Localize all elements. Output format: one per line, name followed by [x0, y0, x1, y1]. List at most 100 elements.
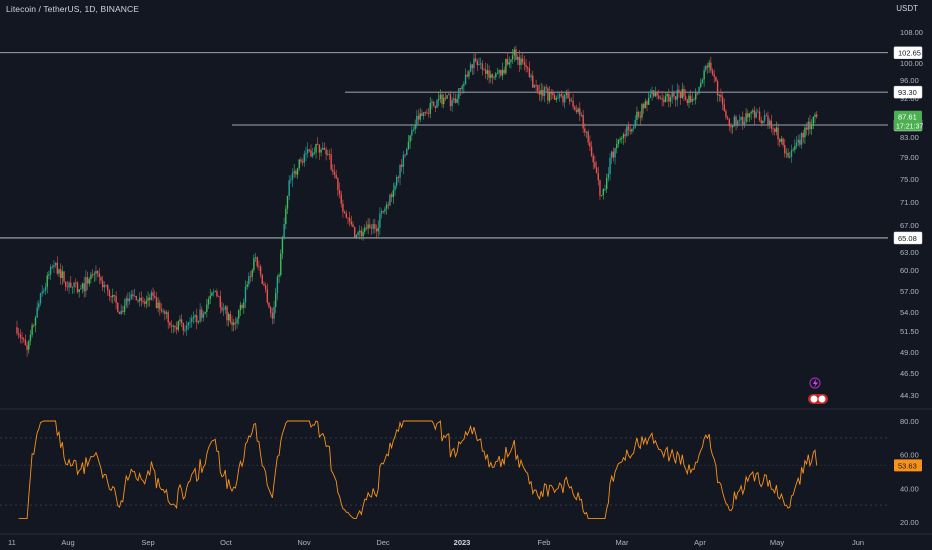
rsi-axis-label: 80.00	[900, 417, 919, 426]
candle-body	[644, 101, 647, 109]
candle-body	[495, 73, 497, 78]
candle-body	[179, 319, 181, 322]
candle-body	[343, 211, 346, 214]
candle-body	[570, 100, 573, 102]
candle-body	[16, 327, 18, 334]
candle-body	[110, 296, 112, 298]
candle-body	[621, 138, 623, 139]
candle-body	[78, 289, 80, 293]
candle-body	[666, 94, 668, 97]
candle-body	[688, 95, 690, 103]
candle-body	[54, 262, 57, 266]
candle-body	[490, 74, 492, 78]
candle-body	[718, 94, 720, 96]
candle-body	[753, 110, 756, 118]
rsi-current-bg	[894, 459, 922, 472]
candle-body	[804, 127, 806, 138]
time-axis-label: Dec	[376, 538, 390, 547]
candle-body	[592, 155, 594, 163]
candle-body	[323, 147, 326, 150]
candle-body	[123, 305, 126, 312]
candle-body	[486, 70, 489, 74]
candle-body	[266, 289, 269, 303]
candle-body	[441, 94, 443, 105]
candle-body	[752, 110, 754, 112]
candle-body	[192, 317, 195, 319]
candle-body	[634, 120, 636, 128]
candle-body	[71, 286, 74, 288]
candle-body	[449, 94, 452, 107]
candle-body	[782, 138, 784, 146]
price-axis-label: 96.00	[900, 76, 919, 85]
candle-body	[706, 65, 709, 68]
rsi-current-label: 53.63	[898, 461, 917, 470]
candle-body	[306, 149, 309, 154]
candle-body	[345, 213, 347, 218]
candle-body	[207, 299, 210, 305]
candle-body	[427, 113, 430, 115]
candle-body	[167, 312, 169, 323]
candle-body	[229, 313, 232, 322]
candle-body	[805, 127, 808, 130]
candle-body	[221, 307, 223, 311]
candle-body	[574, 106, 576, 110]
candle-body	[142, 300, 144, 302]
candle-body	[642, 104, 645, 109]
candle-body	[332, 169, 334, 172]
candle-body	[402, 154, 405, 167]
candle-body	[170, 325, 173, 327]
candle-body	[362, 231, 364, 237]
price-axis-label: 83.00	[900, 133, 919, 142]
candle-body	[471, 64, 473, 69]
candle-body	[626, 126, 628, 136]
candle-body	[726, 117, 729, 120]
candle-body	[414, 124, 416, 130]
lightning-glyph-icon	[813, 379, 818, 388]
candle-body	[537, 85, 539, 92]
candle-body	[34, 317, 37, 326]
candle-body	[765, 115, 767, 117]
price-axis-label: 79.00	[900, 153, 919, 162]
candle-body	[481, 63, 484, 70]
candle-body	[443, 97, 445, 105]
candle-body	[676, 89, 678, 100]
candle-body	[459, 88, 462, 90]
candle-body	[523, 62, 526, 65]
candle-body	[560, 94, 563, 96]
candle-body	[595, 167, 598, 174]
candle-body	[70, 282, 72, 288]
candle-body	[280, 253, 282, 275]
candle-body	[520, 58, 522, 66]
candle-body	[456, 99, 458, 103]
candle-body	[563, 94, 566, 103]
candle-body	[773, 128, 776, 132]
candle-body	[607, 173, 610, 178]
candle-body	[458, 88, 460, 100]
candle-body	[308, 149, 311, 151]
time-axis-label: Jun	[852, 538, 864, 547]
candle-body	[311, 152, 314, 157]
candle-body	[735, 116, 737, 126]
candle-body	[202, 313, 205, 318]
candle-body	[738, 119, 741, 122]
candle-body	[416, 115, 418, 125]
candle-body	[421, 113, 423, 117]
candle-body	[659, 98, 662, 100]
candle-body	[493, 77, 495, 78]
candle-body	[271, 312, 274, 319]
candle-body	[149, 297, 151, 300]
candle-body	[191, 318, 193, 322]
price-axis-label: 60.00	[900, 266, 919, 275]
candle-body	[80, 288, 82, 290]
price-axis-label: 44.30	[900, 391, 919, 400]
candle-body	[567, 92, 569, 99]
candle-body	[51, 266, 53, 268]
candle-body	[701, 79, 704, 83]
candle-body	[488, 70, 490, 78]
candle-body	[436, 100, 438, 108]
candle-body	[600, 195, 603, 196]
candle-body	[500, 69, 502, 76]
candle-body	[755, 112, 757, 118]
candle-body	[767, 115, 769, 125]
